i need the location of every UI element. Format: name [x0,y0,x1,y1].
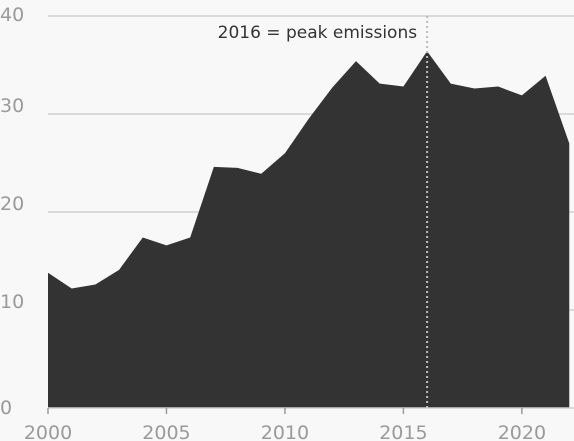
y-tick-label-10: 10 [0,291,24,313]
x-tick-label-2020: 2020 [498,422,546,441]
area-series [48,51,570,408]
x-tick-label-2010: 2010 [261,422,309,441]
x-axis: 2000 2005 2010 2015 2020 [24,407,574,441]
area-fill [48,51,570,408]
y-tick-label-0: 0 [0,397,12,419]
y-tick-label-20: 20 [0,193,24,215]
y-tick-label-40: 40 [0,4,24,26]
x-tick-label-2005: 2005 [142,422,190,441]
y-axis: 0 10 20 30 40 [0,4,24,419]
x-tick-label-2015: 2015 [379,422,427,441]
annotation-label: 2016 = peak emissions [218,23,418,43]
annotation-group: 2016 = peak emissions [218,16,429,408]
y-tick-label-30: 30 [0,95,24,117]
x-tick-label-2000: 2000 [24,422,72,441]
